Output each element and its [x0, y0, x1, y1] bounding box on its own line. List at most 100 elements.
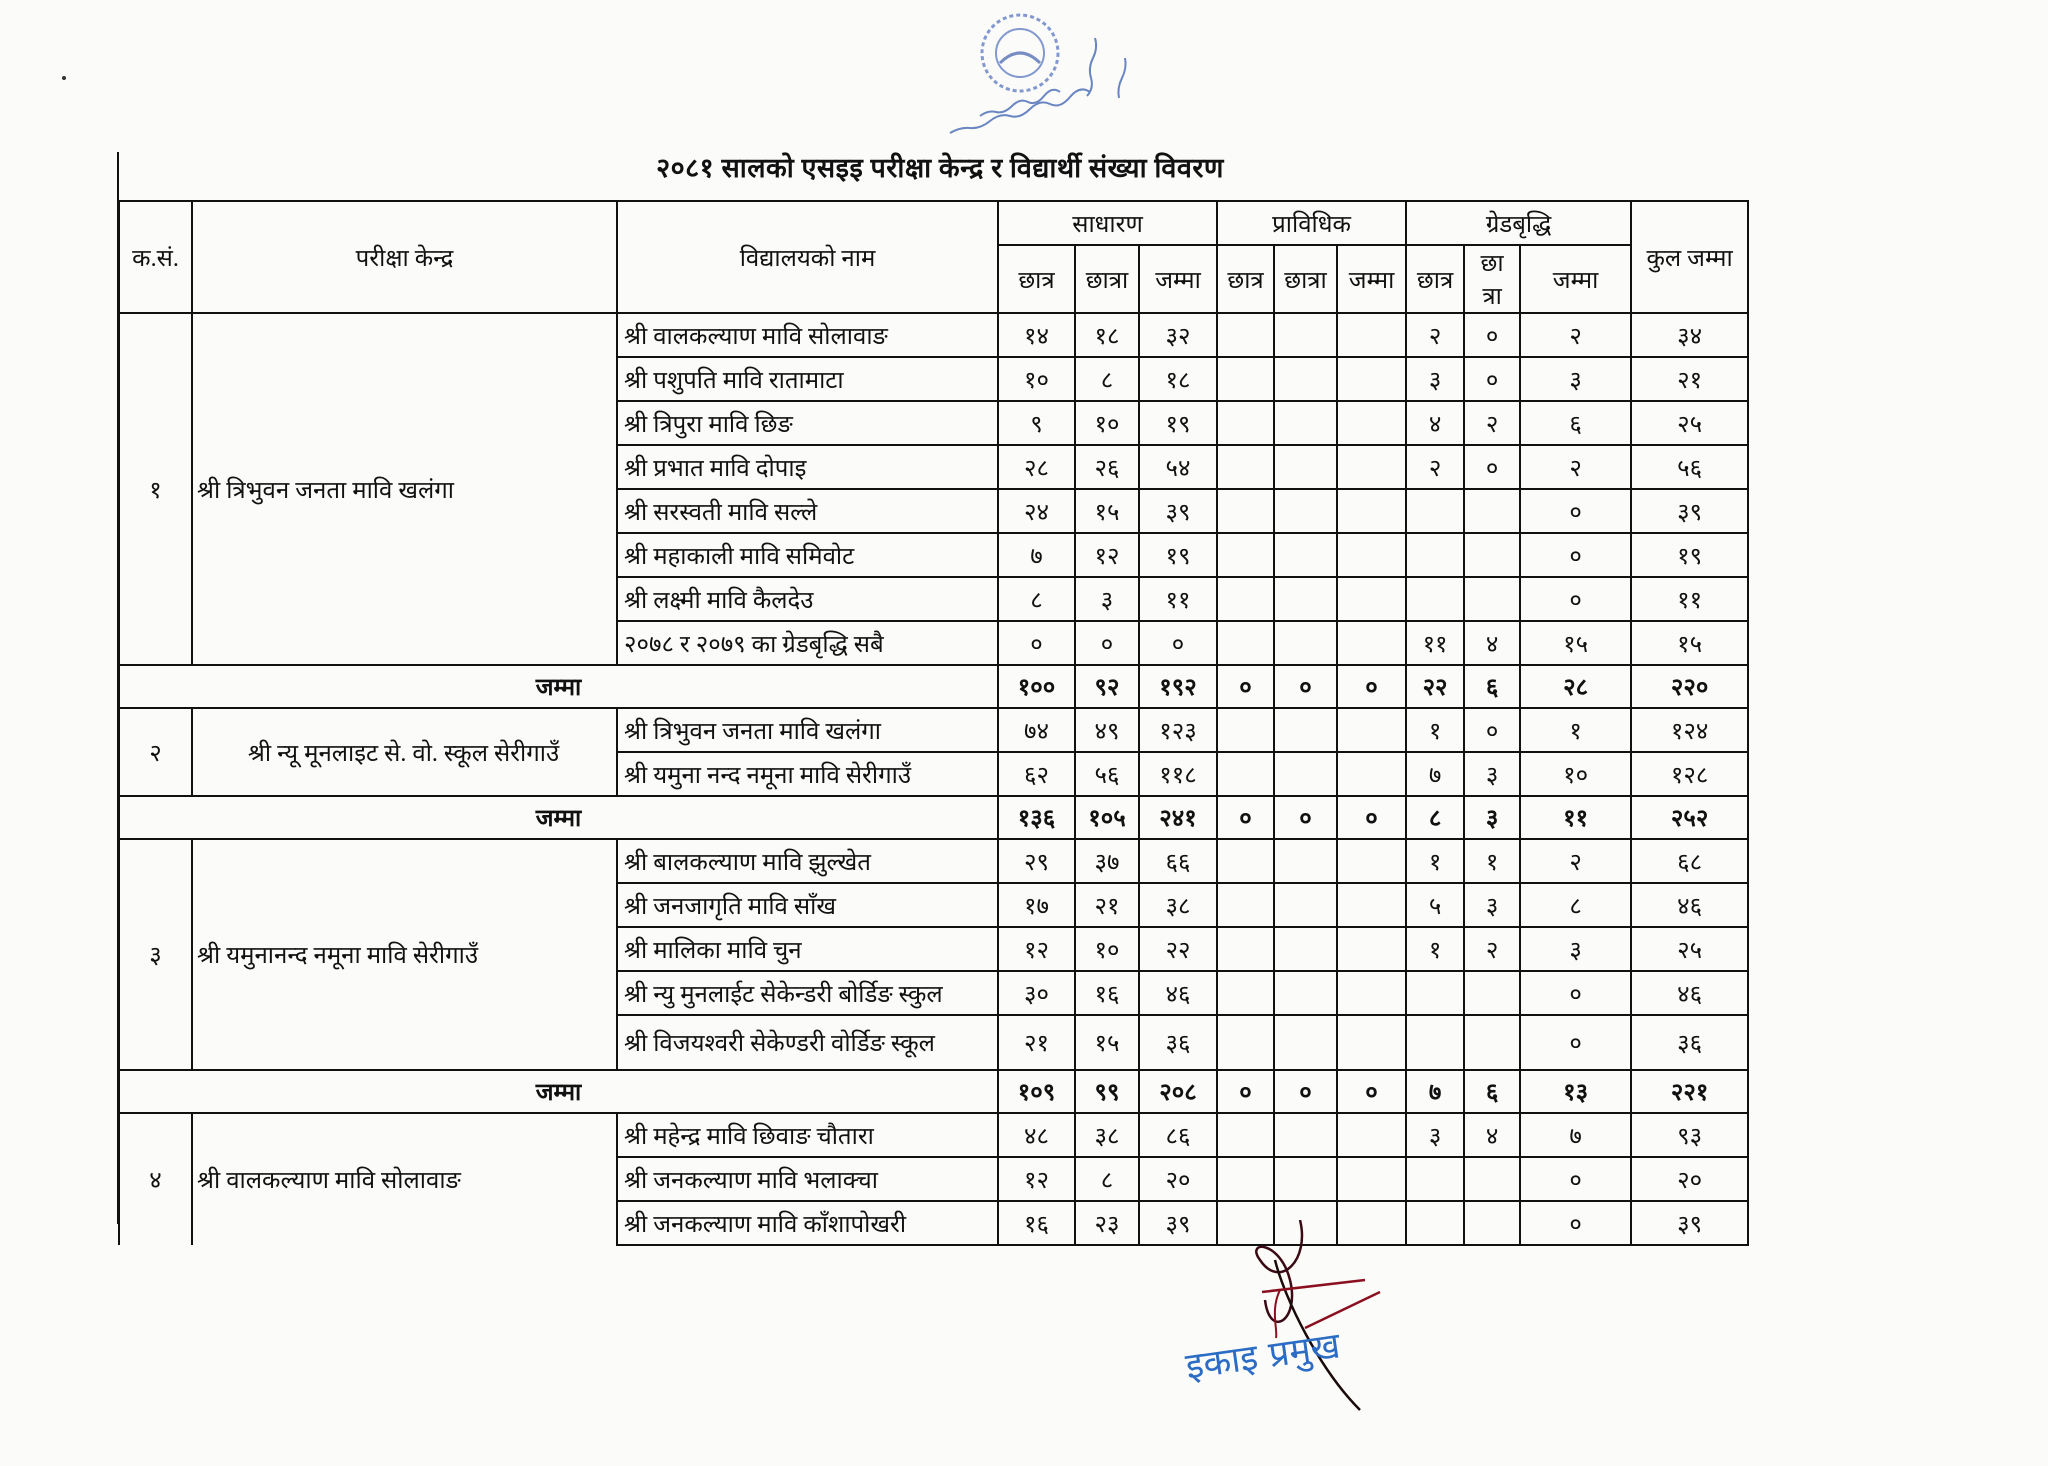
count-cell	[1216, 926, 1276, 972]
count-cell: १९	[1630, 532, 1750, 578]
header-sub-6: छात्र	[1405, 244, 1466, 314]
count-cell	[1273, 620, 1339, 666]
subtotal-cell: ०	[1273, 664, 1339, 709]
count-cell	[1273, 707, 1339, 753]
count-cell: १७	[997, 882, 1076, 928]
exam-center-name: श्री न्यू मूनलाइट से. वो. स्कूल सेरीगाउँ	[191, 707, 618, 797]
count-cell: २४	[997, 488, 1076, 534]
count-cell	[1336, 400, 1408, 446]
count-cell: ३	[1463, 882, 1522, 928]
count-cell: १६	[997, 1200, 1076, 1246]
count-cell: ४	[1405, 400, 1466, 446]
count-cell: १	[1463, 838, 1522, 884]
count-cell	[1216, 1156, 1276, 1202]
count-cell	[1336, 576, 1408, 622]
subtotal-cell: ०	[1273, 795, 1339, 840]
count-cell	[1463, 532, 1522, 578]
count-cell: १	[1405, 838, 1466, 884]
count-cell: ७	[997, 532, 1076, 578]
count-cell: ०	[1463, 444, 1522, 490]
header-row-sub: छात्र छात्रा जम्मा छात्र छात्रा जम्मा छात्र छात…	[119, 244, 1748, 314]
count-cell: १६	[1074, 970, 1140, 1016]
subtotal-row: जम्मा १०० ९२ १९२ ० ० ० २२ ६ २८ २२०	[118, 664, 1750, 709]
count-cell: ३	[1519, 356, 1633, 402]
count-cell: ०	[997, 620, 1076, 666]
count-cell: २८	[997, 444, 1076, 490]
count-cell: ०	[1074, 620, 1140, 666]
table-row: ४ श्री वालकल्याण मावि सोलावाङ श्री महेन्द्…	[118, 1112, 1750, 1245]
count-cell: ३	[1519, 926, 1633, 972]
count-cell: २	[1519, 312, 1633, 358]
count-cell: २०	[1137, 1156, 1219, 1202]
subtotal-cell: १०५	[1074, 795, 1140, 840]
count-cell	[1273, 312, 1339, 358]
subtotal-cell: ०	[1216, 664, 1276, 709]
count-cell: १०	[1519, 751, 1633, 797]
count-cell	[1336, 970, 1408, 1016]
count-cell: ३९	[1630, 1200, 1750, 1246]
count-cell	[1463, 1200, 1522, 1246]
count-cell	[1463, 1014, 1522, 1071]
count-cell: २१	[997, 1014, 1076, 1071]
count-cell: ११	[1405, 620, 1466, 666]
school-name: श्री जनजागृति मावि साँख	[616, 882, 999, 928]
table-row: श्री लक्ष्मी मावि कैलदेउ ८ ३ ११ ० ११	[119, 576, 1750, 622]
subtotal-label: जम्मा	[118, 664, 999, 709]
count-cell: १०	[1074, 926, 1140, 972]
count-cell: ८६	[1137, 1112, 1219, 1158]
count-cell	[1336, 444, 1408, 490]
count-cell: ११८	[1137, 751, 1219, 797]
subtotal-cell: ०	[1336, 664, 1408, 709]
count-cell: ०	[1519, 1014, 1633, 1071]
count-cell: ३९	[1630, 488, 1750, 534]
table-row: श्री जनजागृति मावि साँख १७ २१ ३८ ५ ३ ८ ४६	[119, 882, 1750, 928]
count-cell: १०	[997, 356, 1076, 402]
header-sub-5: जम्मा	[1336, 244, 1408, 314]
government-seal-stamp	[949, 13, 1127, 134]
count-cell: ३	[1405, 1112, 1466, 1158]
count-cell: १०	[1074, 400, 1140, 446]
table-row: श्री महाकाली मावि समिवोट ७ १२ १९ ० १९	[119, 532, 1750, 578]
count-cell: १२	[997, 1156, 1076, 1202]
count-cell: ६	[1519, 400, 1633, 446]
count-cell	[1463, 970, 1522, 1016]
count-cell: २	[1463, 400, 1522, 446]
count-cell	[1405, 970, 1466, 1016]
count-cell	[1216, 620, 1276, 666]
subtotal-cell: २८	[1519, 664, 1633, 709]
count-cell: ०	[1463, 312, 1522, 358]
count-cell: ६६	[1137, 838, 1219, 884]
serial-number: २	[118, 707, 193, 797]
count-cell: ६८	[1630, 838, 1750, 884]
header-sub-2: जम्मा	[1137, 244, 1219, 314]
count-cell	[1273, 1200, 1339, 1246]
school-name: श्री लक्ष्मी मावि कैलदेउ	[616, 576, 999, 622]
count-cell: १९	[1137, 532, 1219, 578]
count-cell	[1405, 532, 1466, 578]
school-name: श्री त्रिपुरा मावि छिङ	[616, 400, 999, 446]
count-cell: १	[1405, 707, 1466, 753]
count-cell	[1336, 707, 1408, 753]
count-cell	[1216, 882, 1276, 928]
count-cell: ३	[1405, 356, 1466, 402]
subtotal-cell: ११	[1519, 795, 1633, 840]
subtotal-cell: ०	[1336, 795, 1408, 840]
table-row: २ श्री न्यू मूनलाइट से. वो. स्कूल सेरीगाउ…	[118, 707, 1750, 797]
header-sub-7: छात्रा	[1463, 244, 1522, 314]
count-cell	[1216, 400, 1276, 446]
count-cell	[1273, 532, 1339, 578]
count-cell	[1336, 356, 1408, 402]
count-cell: १५	[1074, 488, 1140, 534]
count-cell: ७४	[997, 707, 1076, 753]
subtotal-cell: १३	[1519, 1069, 1633, 1114]
count-cell: ०	[1519, 970, 1633, 1016]
serial-number: ४	[118, 1112, 193, 1245]
count-cell	[1336, 620, 1408, 666]
header-sub-0: छात्र	[997, 244, 1076, 314]
count-cell: ४९	[1074, 707, 1140, 753]
count-cell: १२३	[1137, 707, 1219, 753]
count-cell	[1216, 707, 1276, 753]
count-cell: १४	[997, 312, 1076, 358]
subtotal-cell: १०९	[997, 1069, 1076, 1114]
count-cell: २३	[1074, 1200, 1140, 1246]
